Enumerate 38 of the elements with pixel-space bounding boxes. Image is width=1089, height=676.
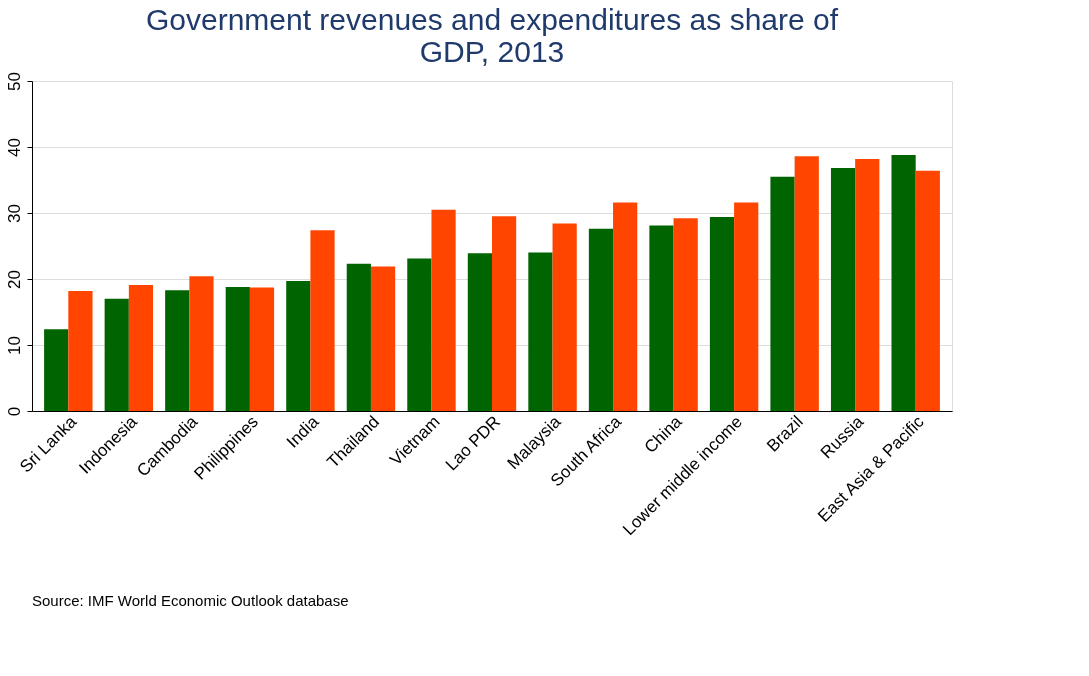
bar <box>613 202 638 411</box>
bar <box>286 280 311 411</box>
bar <box>467 253 492 411</box>
bar <box>346 263 371 411</box>
bar <box>830 168 856 411</box>
source-note: Source: IMF World Economic Outlook database <box>32 592 349 609</box>
bar <box>794 156 819 411</box>
bar <box>891 154 916 411</box>
bar <box>104 298 129 411</box>
bar <box>407 258 432 411</box>
bar <box>165 290 190 411</box>
y-tick-label: 20 <box>4 270 24 289</box>
bar <box>673 218 698 411</box>
y-tick-label: 40 <box>4 138 24 157</box>
bar <box>310 230 335 411</box>
bar <box>249 287 275 411</box>
y-tick-label: 50 <box>4 72 24 91</box>
y-tick-label: 10 <box>4 336 24 355</box>
bar <box>649 225 674 411</box>
bar <box>128 284 154 411</box>
bar <box>68 290 93 411</box>
text: Government revenues and expenditures as share of <box>145 2 839 36</box>
bar <box>370 266 396 411</box>
bar <box>189 276 214 411</box>
y-tick-label: 30 <box>4 204 24 223</box>
bar <box>552 223 577 411</box>
bar <box>734 202 759 411</box>
bar <box>492 216 517 411</box>
bar <box>431 209 456 411</box>
bar <box>855 158 880 411</box>
y-tick-label: 0 <box>4 406 24 417</box>
bar <box>770 176 795 411</box>
bar <box>709 216 735 411</box>
bar <box>225 286 250 411</box>
bar <box>44 329 69 411</box>
bar <box>588 228 614 411</box>
bar <box>915 170 940 411</box>
bar <box>528 252 553 411</box>
